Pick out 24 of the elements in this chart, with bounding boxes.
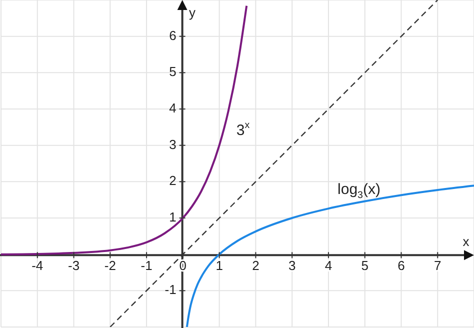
line-series xyxy=(1,4,248,256)
x-tick-label: 3 xyxy=(288,258,296,274)
y-tick-label: 5 xyxy=(169,64,176,80)
x-tick-label: 1 xyxy=(216,258,223,274)
y-tick-label: 2 xyxy=(169,173,176,188)
x-tick-label: 4 xyxy=(324,258,332,274)
y-tick-label: 1 xyxy=(169,209,176,224)
y-tick-label: -1 xyxy=(164,282,176,298)
line-series xyxy=(186,184,474,327)
y-tick-label: 4 xyxy=(169,100,176,116)
y-tick-label: 6 xyxy=(169,28,176,43)
x-tick-label: -2 xyxy=(104,258,116,274)
x-tick-label: -3 xyxy=(68,258,80,274)
annotation: 3$^{x}$ xyxy=(236,120,250,139)
annotation: log$_{3}$(x) xyxy=(338,180,380,202)
x-tick-label: -1 xyxy=(140,258,152,274)
x-tick-label: 2 xyxy=(252,258,260,274)
x-tick-label: 5 xyxy=(361,258,368,274)
y-tick-label: 3 xyxy=(169,136,176,152)
x-axis-title: x xyxy=(462,234,470,250)
x-tick-label: -4 xyxy=(32,258,44,274)
y-axis-title: y xyxy=(189,5,196,20)
x-tick-label: 6 xyxy=(398,258,405,274)
x-tick-label: 7 xyxy=(434,258,442,274)
